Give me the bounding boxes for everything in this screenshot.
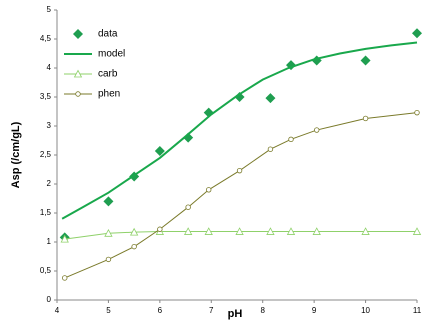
y-tick-label: 4,5 — [40, 34, 52, 43]
marker — [314, 127, 320, 133]
marker — [286, 227, 296, 235]
legend-marker — [75, 91, 81, 97]
marker — [236, 167, 243, 174]
marker — [60, 234, 69, 243]
y-tick-label: 5 — [47, 5, 52, 14]
y-tick-label: 2 — [47, 179, 52, 188]
x-tick-label: 8 — [260, 306, 265, 315]
marker — [234, 92, 245, 102]
legend-label: carb — [98, 69, 118, 80]
y-tick-label: 1,5 — [40, 208, 52, 217]
marker — [62, 275, 68, 281]
series-line — [61, 41, 418, 220]
marker — [265, 93, 276, 104]
marker — [131, 243, 137, 250]
legend-label: phen — [98, 89, 120, 100]
x-tick-label: 4 — [55, 306, 60, 315]
y-tick-label: 0 — [47, 295, 52, 304]
marker — [154, 145, 165, 156]
y-tick-label: 3,5 — [40, 92, 52, 101]
x-tick-label: 6 — [158, 306, 163, 315]
x-axis-label: pH — [228, 308, 243, 320]
marker — [129, 227, 139, 236]
marker — [157, 226, 163, 232]
series-line — [64, 231, 417, 240]
x-tick-label: 7 — [209, 306, 214, 315]
x-tick-label: 10 — [361, 306, 370, 315]
marker — [361, 227, 370, 235]
marker — [312, 227, 321, 235]
marker — [185, 204, 191, 210]
marker — [288, 136, 294, 143]
marker — [267, 146, 274, 152]
marker — [412, 227, 422, 235]
y-tick-label: 4 — [47, 63, 52, 72]
marker — [204, 227, 213, 235]
y-tick-label: 0,5 — [40, 266, 52, 275]
marker — [360, 55, 371, 66]
legend-marker — [73, 69, 83, 78]
y-tick-label: 2,5 — [40, 150, 52, 159]
marker — [105, 256, 112, 263]
legend-marker — [73, 29, 83, 39]
marker — [206, 187, 212, 193]
legend-label: data — [98, 29, 118, 40]
x-tick-label: 9 — [312, 306, 317, 315]
marker — [235, 227, 244, 235]
marker — [103, 196, 114, 207]
legend-label: model — [98, 49, 125, 60]
marker — [414, 109, 420, 116]
x-tick-label: 11 — [413, 306, 422, 315]
marker — [104, 228, 113, 237]
series-line — [64, 112, 418, 279]
y-tick-label: 3 — [47, 121, 52, 130]
y-axis-label: Asp (/cm/gL) — [10, 121, 22, 188]
y-tick-label: 1 — [47, 237, 52, 246]
marker — [412, 28, 422, 39]
marker — [266, 227, 275, 235]
marker — [362, 115, 369, 122]
marker — [183, 227, 193, 235]
x-tick-label: 5 — [106, 306, 111, 315]
